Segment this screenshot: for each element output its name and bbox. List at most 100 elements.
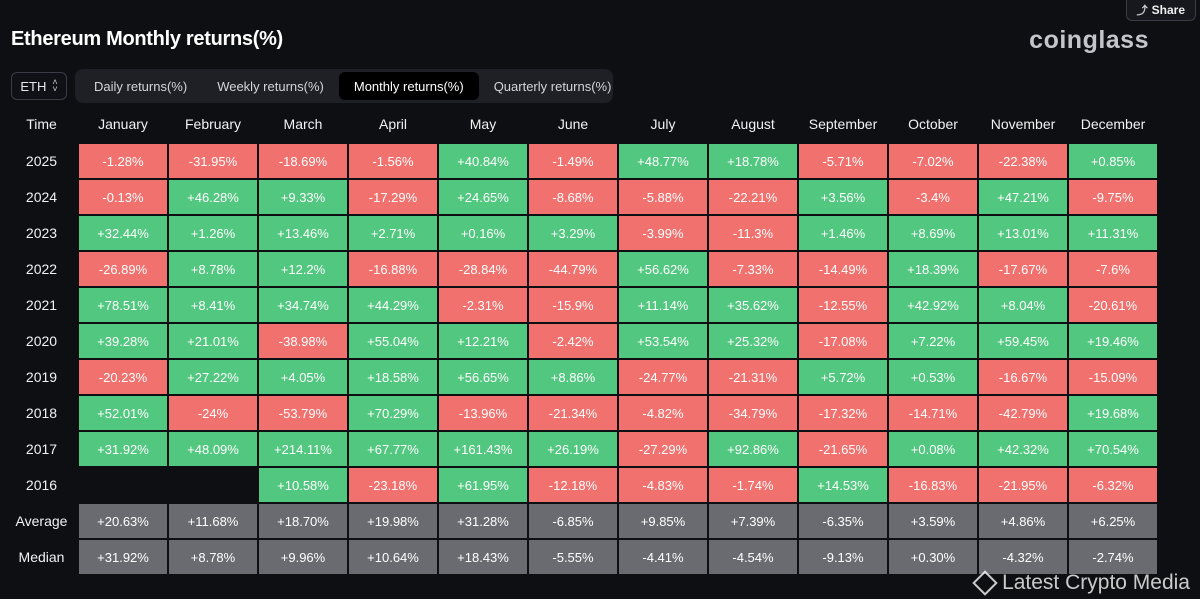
return-cell: +35.62% (709, 288, 797, 322)
return-cell: -4.82% (619, 396, 707, 430)
return-cell: +55.04% (349, 324, 437, 358)
year-label: 2025 (25, 153, 58, 169)
return-cell: +7.22% (889, 324, 977, 358)
return-cell: +31.92% (79, 432, 167, 466)
column-header: December (1080, 116, 1146, 132)
stat-row: Median +31.92% +8.78% +9.96% +10.64% +18.43% -… (6, 540, 1157, 574)
year-label: 2018 (25, 405, 58, 421)
table-row: 2025 -1.28% -31.95% -18.69% -1.56% +40.84% -1.… (6, 144, 1157, 178)
return-cell: +42.92% (889, 288, 977, 322)
return-cell: -16.88% (349, 252, 437, 286)
return-cell: +70.54% (1069, 432, 1157, 466)
year-label: 2024 (25, 189, 58, 205)
page-title: Ethereum Monthly returns(%) (11, 28, 283, 50)
return-cell: +67.77% (349, 432, 437, 466)
return-cell: -16.67% (979, 360, 1067, 394)
stat-cell: +4.86% (979, 504, 1067, 538)
return-cell: -23.18% (349, 468, 437, 502)
year-label: 2017 (25, 441, 58, 457)
return-cell: -13.96% (439, 396, 527, 430)
return-cell: +8.78% (169, 252, 257, 286)
year-label: 2022 (25, 261, 58, 277)
return-cell: -8.68% (529, 180, 617, 214)
stat-cell: -9.13% (799, 540, 887, 574)
return-cell: +18.39% (889, 252, 977, 286)
stat-cell: +9.96% (259, 540, 347, 574)
column-header: Time (26, 116, 57, 132)
table-row: 2020 +39.28% +21.01% -38.98% +55.04% +12.21% -… (6, 324, 1157, 358)
stat-cell: +8.78% (169, 540, 257, 574)
stat-cell: +6.25% (1069, 504, 1157, 538)
return-cell: -7.6% (1069, 252, 1157, 286)
return-cell: -17.32% (799, 396, 887, 430)
stat-cell: +10.64% (349, 540, 437, 574)
return-cell: -38.98% (259, 324, 347, 358)
return-cell: -24% (169, 396, 257, 430)
year-label: 2021 (25, 297, 58, 313)
tab-weekly-returns[interactable]: Weekly returns(%) (217, 78, 324, 94)
stat-cell: +31.28% (439, 504, 527, 538)
return-cell (79, 468, 167, 502)
column-header: April (378, 116, 407, 132)
stat-cell: -6.35% (799, 504, 887, 538)
stat-cell: +20.63% (79, 504, 167, 538)
return-cell: -2.31% (439, 288, 527, 322)
chevron-updown-icon: ˄ ˅ (52, 77, 58, 94)
year-label: 2016 (25, 477, 58, 493)
table-row: 2018 +52.01% -24% -53.79% +70.29% -13.96% -21.… (6, 396, 1157, 430)
return-cell: +92.86% (709, 432, 797, 466)
return-cell: -18.69% (259, 144, 347, 178)
return-cell: -15.09% (1069, 360, 1157, 394)
return-cell: +13.01% (979, 216, 1067, 250)
return-cell: +0.53% (889, 360, 977, 394)
return-cell: -44.79% (529, 252, 617, 286)
return-cell: +8.69% (889, 216, 977, 250)
return-cell: -31.95% (169, 144, 257, 178)
return-cell: +70.29% (349, 396, 437, 430)
return-cell: -3.99% (619, 216, 707, 250)
return-cell: +47.21% (979, 180, 1067, 214)
table-row: 2021 +78.51% +8.41% +34.74% +44.29% -2.31% -15… (6, 288, 1157, 322)
return-cell: +44.29% (349, 288, 437, 322)
return-cell: +12.2% (259, 252, 347, 286)
return-cell: +161.43% (439, 432, 527, 466)
return-cell: -17.67% (979, 252, 1067, 286)
year-label: 2019 (25, 369, 58, 385)
asset-select[interactable]: ETH ˄ ˅ (11, 72, 67, 100)
return-cell: -20.23% (79, 360, 167, 394)
column-header: October (908, 116, 958, 132)
return-cell: -17.08% (799, 324, 887, 358)
return-cell: +14.53% (799, 468, 887, 502)
return-cell: +24.65% (439, 180, 527, 214)
return-cell: -12.55% (799, 288, 887, 322)
share-button[interactable]: ⤴ Share (1125, 0, 1196, 21)
return-cell: -15.9% (529, 288, 617, 322)
return-cell: -16.83% (889, 468, 977, 502)
return-cell: +11.31% (1069, 216, 1157, 250)
stat-row: Average +20.63% +11.68% +18.70% +19.98% +31.2… (6, 504, 1157, 538)
table-row: 2022 -26.89% +8.78% +12.2% -16.88% -28.84% -44… (6, 252, 1157, 286)
tab-quarterly-returns[interactable]: Quarterly returns(%) (493, 78, 612, 94)
column-header: March (283, 116, 323, 132)
return-cell: +1.26% (169, 216, 257, 250)
coinglass-logo: coinglass (1029, 26, 1149, 54)
return-cell: +42.32% (979, 432, 1067, 466)
tab-monthly-returns[interactable]: Monthly returns(%) (338, 72, 479, 100)
return-cell: +26.19% (529, 432, 617, 466)
return-cell: +214.11% (259, 432, 347, 466)
column-header: September (808, 116, 878, 132)
return-cell: -34.79% (709, 396, 797, 430)
column-header: February (184, 116, 242, 132)
return-cell: +21.01% (169, 324, 257, 358)
return-cell: -5.71% (799, 144, 887, 178)
stat-cell: -4.41% (619, 540, 707, 574)
stat-cell: -4.54% (709, 540, 797, 574)
stat-cell: +11.68% (169, 504, 257, 538)
return-cell: -6.32% (1069, 468, 1157, 502)
tab-daily-returns[interactable]: Daily returns(%) (94, 78, 188, 94)
return-cell: +3.56% (799, 180, 887, 214)
return-cell: +8.41% (169, 288, 257, 322)
return-cell: -12.18% (529, 468, 617, 502)
return-cell: -20.61% (1069, 288, 1157, 322)
stat-cell: +18.70% (259, 504, 347, 538)
